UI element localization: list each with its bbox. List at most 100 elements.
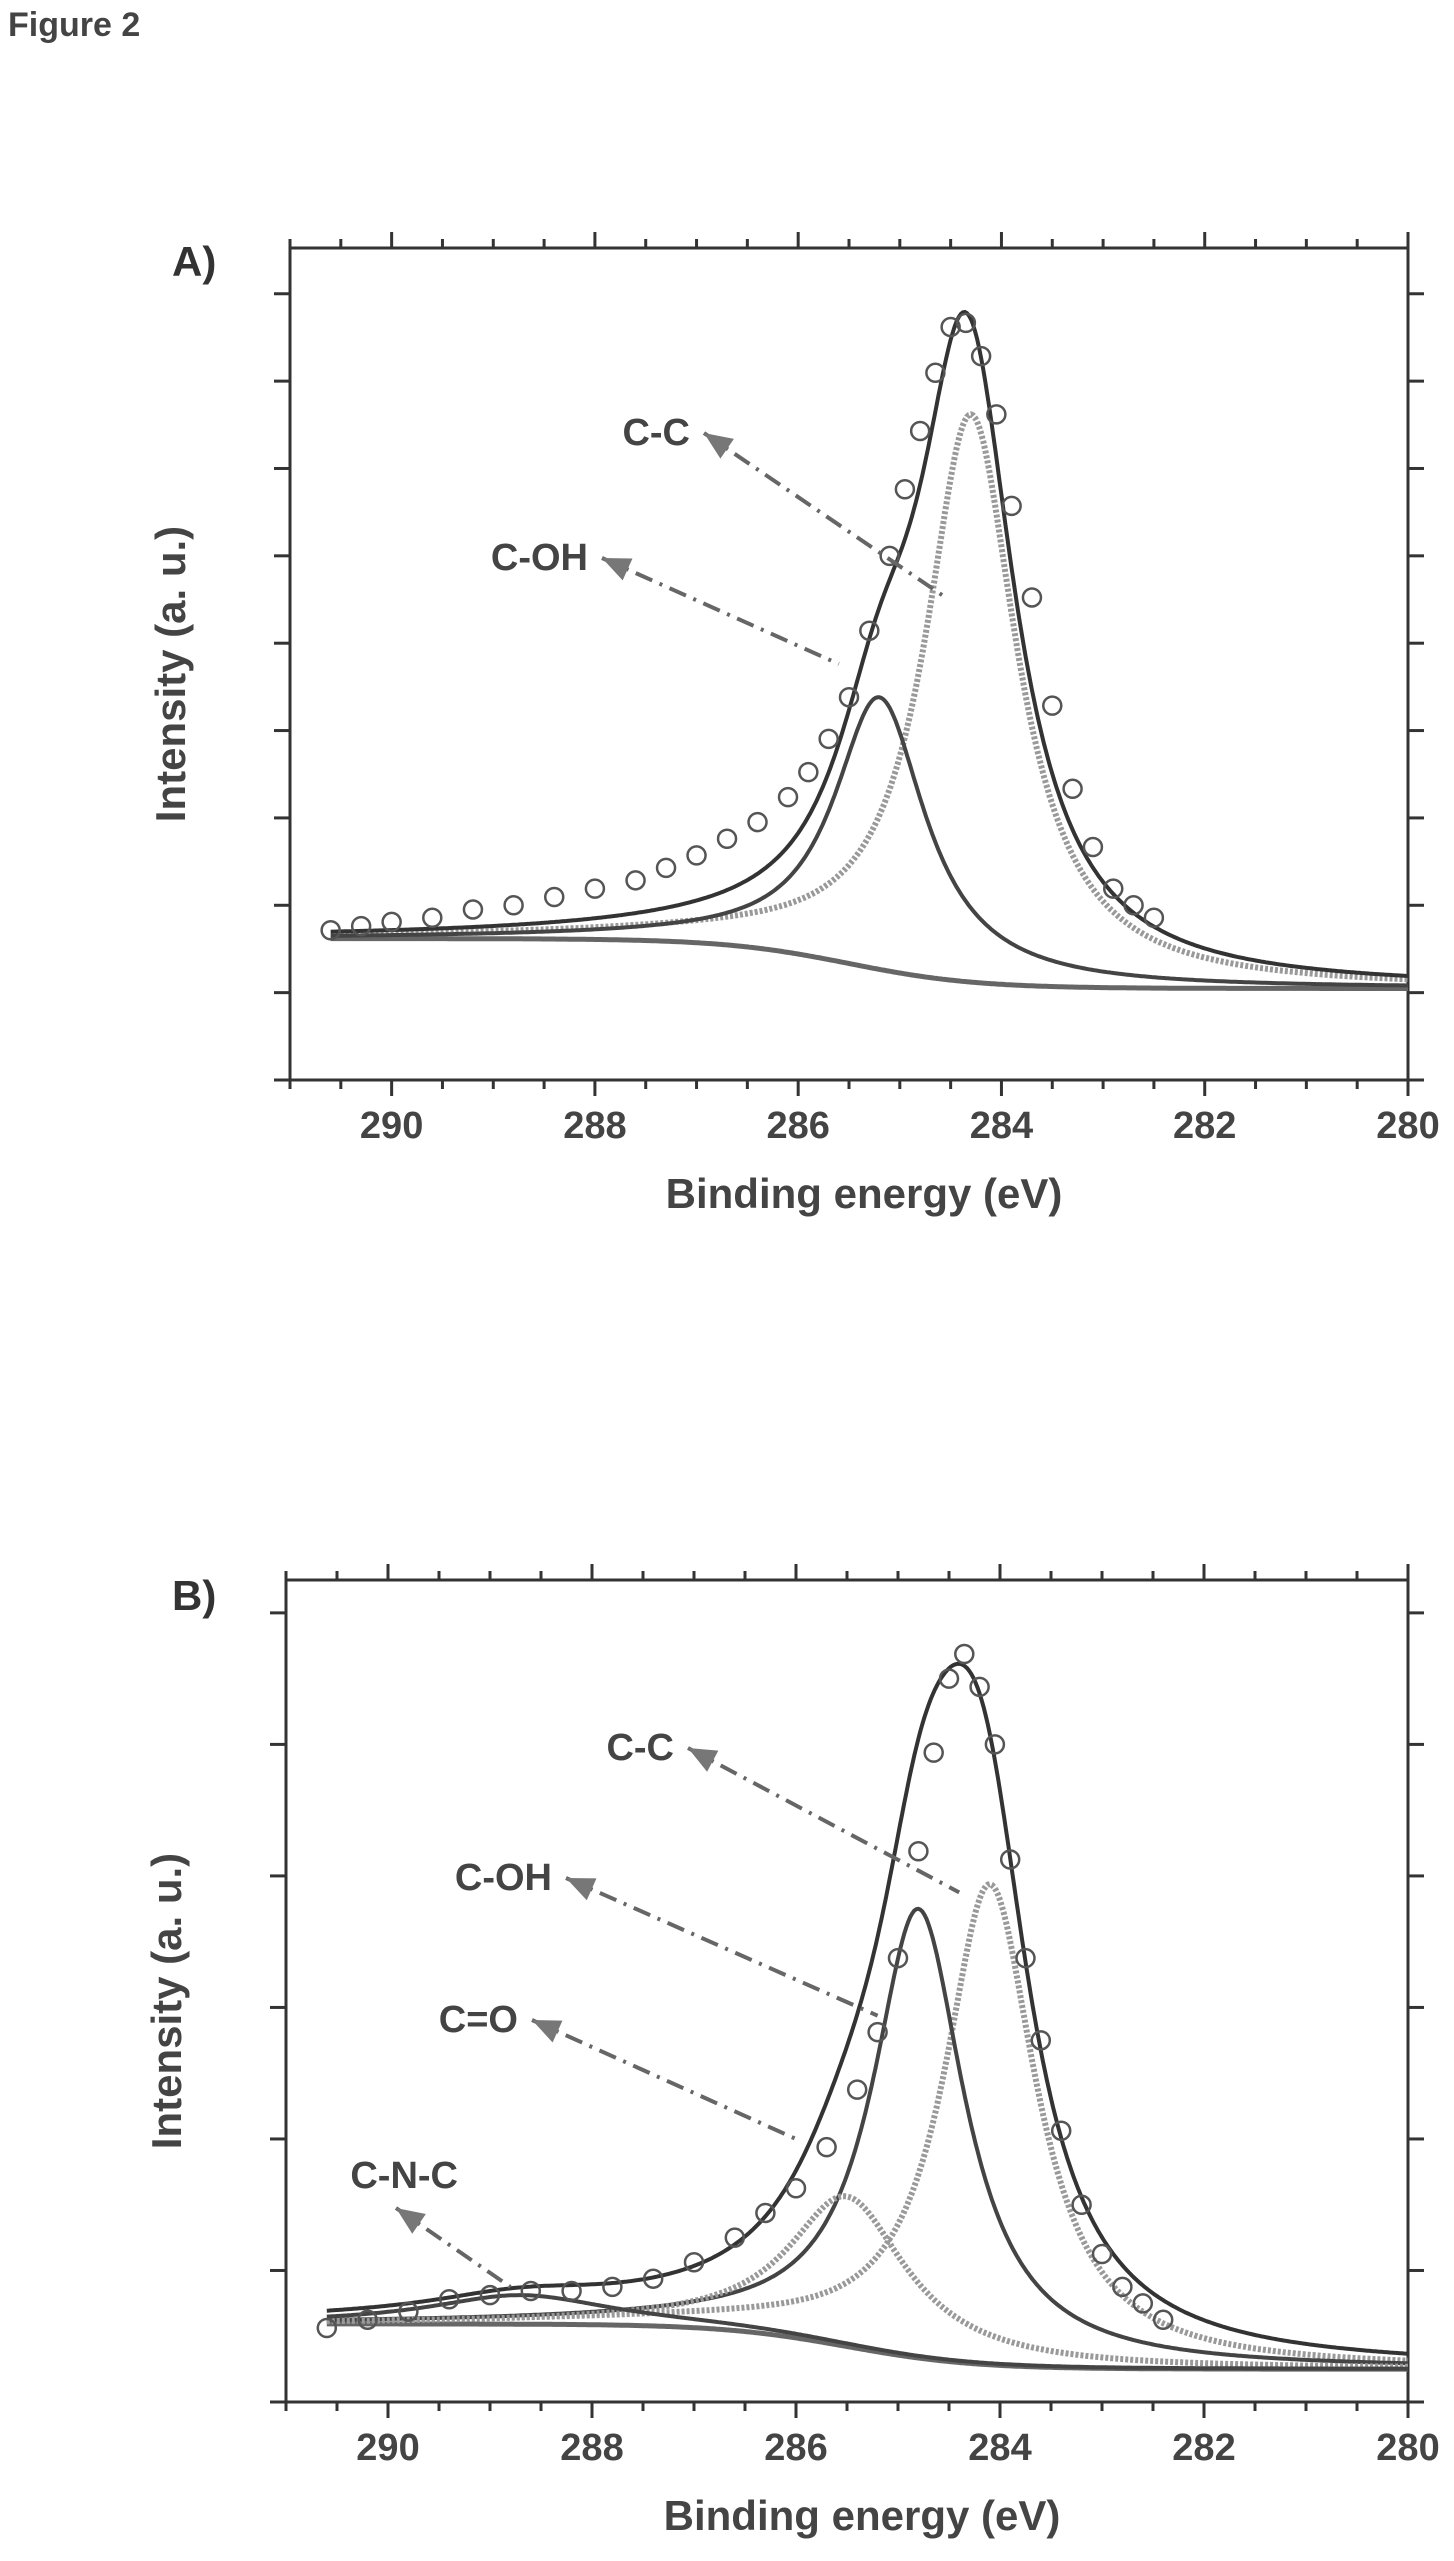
data-point [923, 1742, 944, 1763]
data-point [894, 479, 916, 500]
annotation-arrowhead [396, 2208, 426, 2234]
x-tick-label: 280 [1376, 2427, 1439, 2469]
data-point [1015, 1947, 1036, 1969]
data-point [838, 687, 860, 708]
data-point [908, 1841, 929, 1862]
data-point [798, 761, 819, 783]
annotation-arrow [702, 431, 947, 600]
data-point [625, 870, 646, 891]
data-point [602, 2276, 623, 2298]
y-axis-label: Intensity (a. u.) [143, 1853, 190, 2149]
annotation-label: C-C [606, 1727, 674, 1769]
data-point [716, 828, 738, 849]
data-point [777, 786, 799, 808]
data-point [320, 919, 341, 941]
data-point [1143, 907, 1165, 929]
data-point [561, 2280, 582, 2302]
data-point [544, 886, 565, 908]
y-axis-label: Intensity (a. u.) [147, 526, 194, 822]
data-point [686, 845, 707, 866]
data-point [1103, 878, 1124, 899]
annotation-arrow [687, 1746, 961, 1895]
x-tick-label: 288 [563, 1105, 626, 1147]
data-point [655, 857, 677, 879]
data-point [1030, 2030, 1052, 2051]
data-point [954, 1643, 975, 1665]
component-curve-c-c [330, 411, 1409, 983]
component-curve-ceqo [326, 2193, 1408, 2370]
data-point [747, 811, 768, 833]
data-point [683, 2252, 705, 2273]
data-point [479, 2284, 501, 2306]
x-axis-label: Binding energy (eV) [664, 2492, 1061, 2539]
data-point [1050, 2120, 1072, 2141]
data-point [999, 1849, 1021, 1870]
data-point [940, 316, 961, 338]
annotation-arrow [531, 2018, 797, 2141]
annotation-arrowhead [602, 558, 633, 581]
x-tick-label: 280 [1376, 1105, 1439, 1147]
x-tick-label: 286 [764, 2427, 827, 2469]
data-point [462, 899, 484, 920]
plot-frame [284, 1578, 1410, 2404]
annotation-label: C=O [439, 1999, 518, 2041]
data-point [818, 728, 839, 750]
x-tick-label: 290 [360, 1105, 423, 1147]
plot-frame [288, 246, 1410, 1082]
data-point [438, 2289, 460, 2310]
x-tick-label: 286 [766, 1105, 829, 1147]
data-point [1112, 2276, 1133, 2298]
data-point [1042, 695, 1063, 716]
panel-label: A) [172, 238, 216, 285]
data-point [1091, 2243, 1113, 2265]
data-point [755, 2202, 776, 2224]
background-curve [330, 936, 1408, 991]
x-tick-label: 290 [356, 2427, 419, 2469]
x-tick-label: 282 [1173, 1105, 1236, 1147]
annotation-arrow [601, 556, 840, 666]
data-point [398, 2301, 419, 2322]
chart-panel-b: 290 288 286 284 282 280 Binding energy (eV) Int… [143, 1564, 1440, 2539]
panel-label: B) [172, 1572, 216, 1619]
annotation-label: C-C [622, 412, 690, 454]
data-point [867, 2021, 888, 2043]
x-tick-label: 288 [560, 2427, 623, 2469]
data-point [970, 345, 992, 367]
x-tick-label: 284 [970, 1105, 1033, 1147]
data-point [584, 878, 606, 899]
data-point [1082, 836, 1104, 858]
chart-panel-a: 290 288 286 284 282 280 Binding energy (eV) Int… [147, 232, 1440, 1217]
component-curve-c-oh [330, 695, 1409, 988]
data-point [816, 2136, 837, 2158]
data-point [887, 1947, 909, 1969]
data-point [1123, 895, 1144, 916]
data-point [520, 2280, 542, 2302]
data-point [1071, 2194, 1092, 2215]
data-point [1021, 587, 1043, 608]
data-point [879, 545, 900, 567]
data-point [1001, 495, 1022, 517]
envelope-fit-curve [330, 309, 1409, 978]
data-point [724, 2227, 746, 2248]
data-point [350, 915, 372, 937]
data-point [642, 2268, 664, 2289]
annotation-arrowhead [688, 1748, 719, 1772]
data-point [785, 2178, 807, 2199]
annotation-arrowhead [566, 1878, 597, 1901]
data-point [381, 911, 402, 933]
figure-caption: Figure 2 [8, 6, 141, 44]
annotation-label: C-N-C [350, 2155, 458, 2197]
annotation-arrowhead [532, 2020, 563, 2043]
data-point [1152, 2309, 1174, 2331]
data-point [503, 895, 524, 916]
x-tick-label: 282 [1172, 2427, 1235, 2469]
data-point [357, 2309, 378, 2331]
component-curve-c-n-c [326, 2293, 1408, 2371]
x-tick-label: 284 [968, 2427, 1031, 2469]
data-point [986, 404, 1007, 425]
annotation-label: C-OH [455, 1857, 552, 1899]
envelope-fit-curve [326, 1661, 1409, 2356]
data-point [925, 362, 946, 384]
data-point [846, 2079, 868, 2100]
